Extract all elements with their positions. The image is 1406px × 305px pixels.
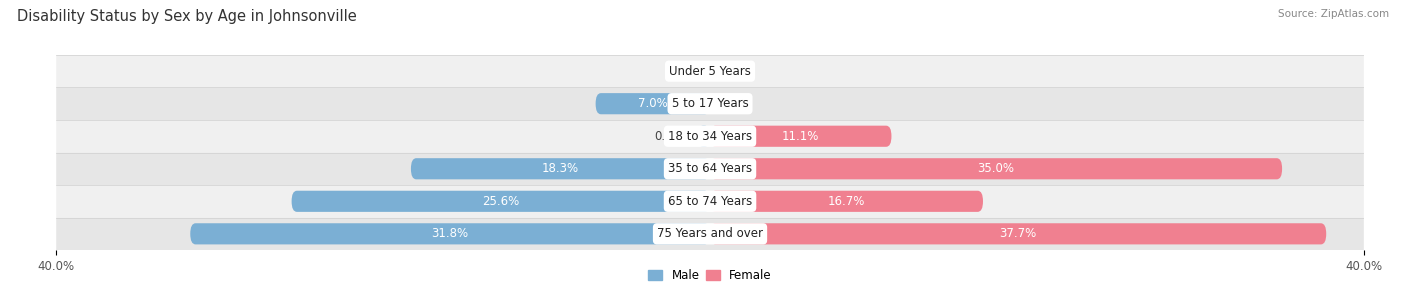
Text: 16.7%: 16.7% bbox=[828, 195, 865, 208]
FancyBboxPatch shape bbox=[56, 88, 1364, 120]
FancyBboxPatch shape bbox=[291, 191, 710, 212]
Text: Source: ZipAtlas.com: Source: ZipAtlas.com bbox=[1278, 9, 1389, 19]
Text: 5 to 17 Years: 5 to 17 Years bbox=[672, 97, 748, 110]
FancyBboxPatch shape bbox=[710, 158, 1282, 179]
FancyBboxPatch shape bbox=[596, 93, 710, 114]
Text: 31.8%: 31.8% bbox=[432, 227, 468, 240]
FancyBboxPatch shape bbox=[56, 185, 1364, 217]
Text: 35.0%: 35.0% bbox=[977, 162, 1015, 175]
Text: 7.0%: 7.0% bbox=[638, 97, 668, 110]
FancyBboxPatch shape bbox=[710, 126, 891, 147]
Text: 25.6%: 25.6% bbox=[482, 195, 519, 208]
Text: 11.1%: 11.1% bbox=[782, 130, 820, 143]
FancyBboxPatch shape bbox=[56, 55, 1364, 88]
Text: Disability Status by Sex by Age in Johnsonville: Disability Status by Sex by Age in Johns… bbox=[17, 9, 357, 24]
Text: 18.3%: 18.3% bbox=[541, 162, 579, 175]
FancyBboxPatch shape bbox=[411, 158, 710, 179]
Text: 0.0%: 0.0% bbox=[717, 65, 747, 78]
FancyBboxPatch shape bbox=[190, 223, 710, 244]
Text: 0.0%: 0.0% bbox=[673, 65, 703, 78]
FancyBboxPatch shape bbox=[697, 126, 710, 147]
Text: 75 Years and over: 75 Years and over bbox=[657, 227, 763, 240]
Text: 37.7%: 37.7% bbox=[1000, 227, 1036, 240]
FancyBboxPatch shape bbox=[56, 120, 1364, 152]
Text: 18 to 34 Years: 18 to 34 Years bbox=[668, 130, 752, 143]
Text: Under 5 Years: Under 5 Years bbox=[669, 65, 751, 78]
FancyBboxPatch shape bbox=[710, 191, 983, 212]
FancyBboxPatch shape bbox=[710, 223, 1326, 244]
Legend: Male, Female: Male, Female bbox=[644, 265, 776, 287]
Text: 35 to 64 Years: 35 to 64 Years bbox=[668, 162, 752, 175]
FancyBboxPatch shape bbox=[56, 152, 1364, 185]
FancyBboxPatch shape bbox=[56, 217, 1364, 250]
Text: 65 to 74 Years: 65 to 74 Years bbox=[668, 195, 752, 208]
Text: 0.0%: 0.0% bbox=[717, 97, 747, 110]
Text: 0.76%: 0.76% bbox=[654, 130, 692, 143]
